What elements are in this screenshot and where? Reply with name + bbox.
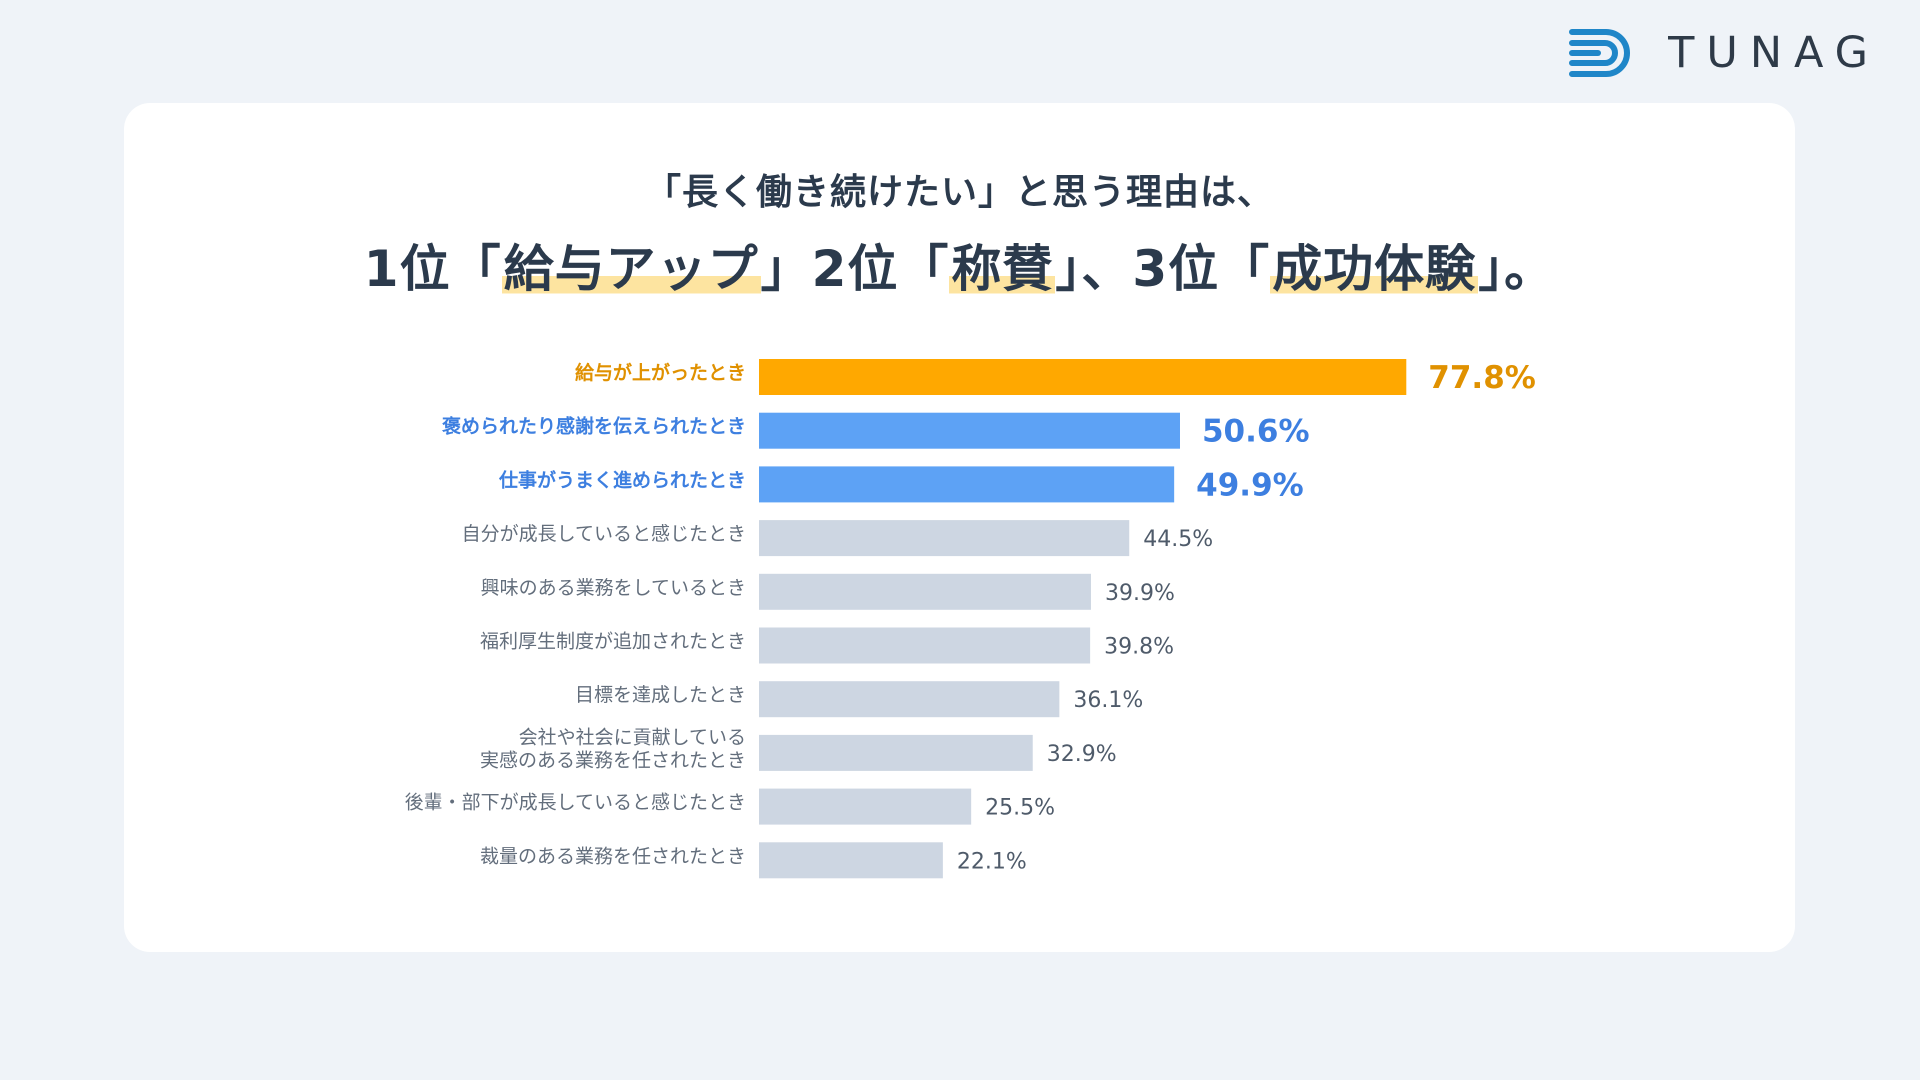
brand-name: TUNAG: [1668, 27, 1880, 78]
category-label-8-line2: 実感のある業務を任されたとき: [480, 749, 746, 771]
headline-line2: 1位「給与アップ」2位「称賛」、3位「成功体験」。: [124, 229, 1795, 301]
tunag-logo-icon: [1569, 29, 1631, 77]
value-label-9: 25.5%: [985, 796, 1055, 821]
bar-2: [759, 412, 1180, 449]
category-label-5: 興味のある業務をしているとき: [481, 577, 746, 599]
value-label-1: 77.8%: [1428, 360, 1536, 396]
bar-3: [759, 466, 1175, 503]
bar-chart: 給与が上がったとき 77.8% 褒められたり感謝を伝えられたとき 50.6% 仕事がうま…: [405, 359, 1536, 879]
value-label-5: 39.9%: [1105, 581, 1175, 606]
rank3-suffix: 」。: [1478, 240, 1556, 298]
bar-10: [759, 842, 943, 879]
bar-7: [759, 681, 1060, 718]
value-label-4: 44.5%: [1143, 527, 1213, 552]
rank2-item: 称賛: [949, 240, 1056, 298]
bar-1: [759, 359, 1407, 395]
headline-line1: 「長く働き続けたい」と思う理由は、: [644, 172, 1274, 213]
rank3-item: 成功体験: [1270, 240, 1479, 298]
category-label-9: 後輩・部下が成長していると感じたとき: [405, 792, 746, 814]
category-label-4: 自分が成長していると感じたとき: [462, 523, 746, 545]
rank1-prefix: 1位「: [363, 240, 502, 298]
category-label-2: 褒められたり感謝を伝えられたとき: [441, 415, 746, 438]
value-label-8: 32.9%: [1047, 742, 1117, 767]
rank2-suffix: 」、: [1055, 240, 1133, 298]
value-label-2: 50.6%: [1202, 414, 1310, 450]
bar-9: [759, 788, 972, 825]
brand-logo: TUNAG: [1568, 26, 1880, 80]
category-label-6: 福利厚生制度が追加されたとき: [480, 631, 746, 653]
value-label-3: 49.9%: [1196, 467, 1304, 503]
category-label-3: 仕事がうまく進められたとき: [498, 468, 746, 491]
bar-8: [759, 734, 1033, 771]
rank2-prefix: 2位「: [811, 240, 950, 298]
rank1-suffix: 」: [760, 240, 812, 298]
bar-6: [759, 627, 1091, 664]
value-label-7: 36.1%: [1073, 688, 1143, 713]
category-label-1: 給与が上がったとき: [575, 361, 746, 384]
category-label-7: 目標を達成したとき: [575, 684, 746, 706]
category-label-10: 裁量のある業務を任されたとき: [480, 845, 746, 867]
bar-5: [759, 573, 1091, 610]
rank3-prefix: 3位「: [1132, 240, 1271, 298]
category-label-8-line1: 会社や社会に貢献している: [519, 726, 746, 748]
value-label-6: 39.8%: [1104, 635, 1174, 660]
chart-card: 「長く働き続けたい」と思う理由は、 1位「給与アップ」2位「称賛」、3位「成功体…: [124, 103, 1795, 952]
bar-4: [759, 520, 1130, 557]
value-label-10: 22.1%: [957, 849, 1027, 874]
rank1-item: 給与アップ: [501, 240, 761, 298]
